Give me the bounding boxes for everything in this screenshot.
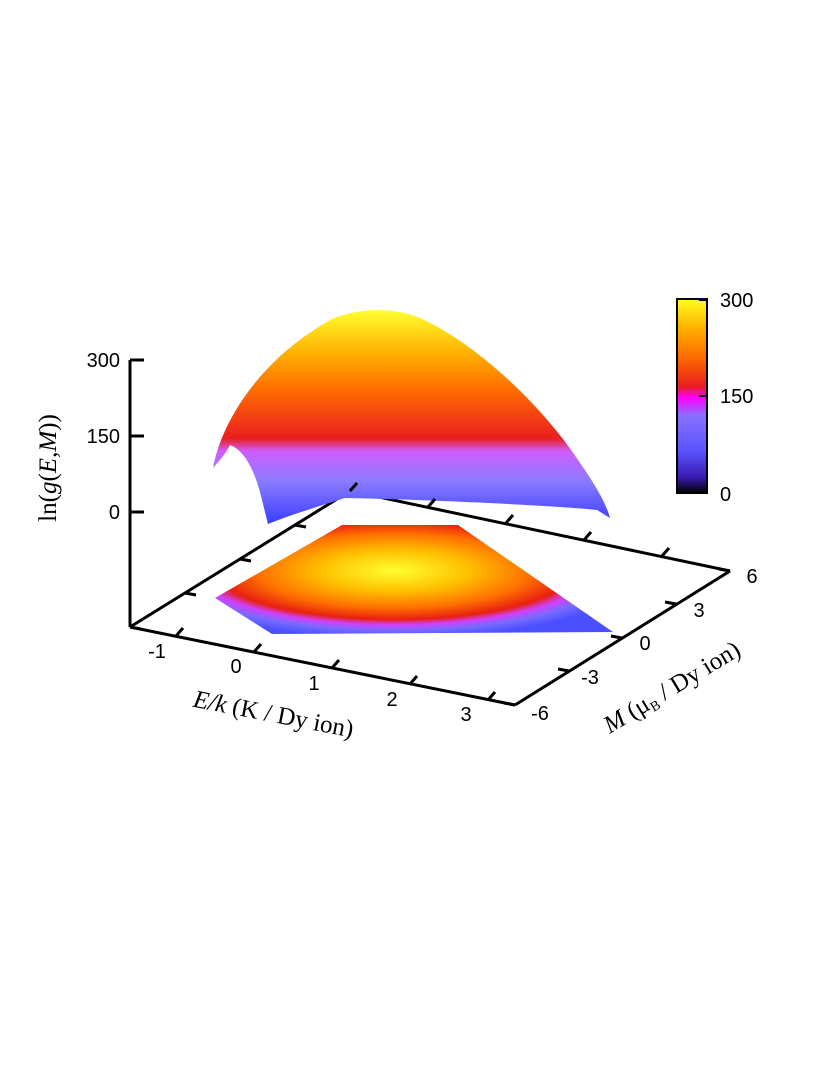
colorbar-tick-label: 150 (720, 386, 753, 408)
y-tick (557, 667, 570, 673)
y-plane-tick (184, 591, 197, 597)
x-tick-label: 3 (460, 704, 471, 726)
y-plane-ticks (129, 523, 307, 631)
x-tick (174, 627, 185, 637)
y-plane-tick (129, 625, 142, 631)
y-plane-tick (239, 557, 252, 563)
z-title-prefix: ln( (35, 494, 62, 522)
x-plane-tick (504, 514, 515, 524)
z-axis-title: ln(g(E,M)) (35, 414, 62, 522)
y-axis-line (514, 569, 731, 707)
x-tick-label: 2 (386, 689, 397, 711)
surface-mesh (213, 310, 610, 524)
x-plane-tick (348, 482, 359, 492)
y-tick-label: 0 (639, 633, 650, 655)
z-title-comma: , (35, 452, 62, 458)
y-tick-label: -6 (531, 703, 549, 725)
x-tick-label: 1 (308, 673, 319, 695)
x-tick (408, 675, 419, 685)
x-plane-tick (426, 498, 437, 508)
y-tick-label: -3 (581, 667, 599, 689)
projection-heatmap (215, 525, 613, 634)
colorbar-tick-label: 300 (720, 290, 753, 312)
y-tick (503, 701, 516, 707)
x-axis-line (129, 625, 516, 707)
x-plane-tick (582, 531, 593, 541)
y-axis-title: M (μB / Dy ion) (598, 636, 746, 741)
y-title-rest: / Dy ion) (649, 636, 746, 709)
z-title-suffix: )) (35, 414, 62, 431)
x-tick-label: 0 (230, 656, 241, 678)
x-tick (252, 643, 263, 653)
y-axis-ticks (503, 567, 731, 707)
x-tick (486, 691, 497, 701)
x-axis-minor-ticks (348, 482, 671, 557)
x-title-rest: (K / Dy ion) (224, 692, 356, 743)
z-axis-ticks (130, 358, 144, 514)
x-axis-title: E/k (K / Dy ion) (190, 686, 356, 744)
z-tick-label: 300 (87, 350, 120, 372)
colorbar-tick-label: 0 (720, 484, 731, 506)
y-plane-tick (294, 523, 307, 529)
x-tick (330, 659, 341, 669)
z-tick-label: 150 (87, 426, 120, 448)
z-title-M: M (35, 430, 62, 453)
y-tick (718, 567, 731, 573)
z-tick-label: 0 (109, 502, 120, 524)
x-axis-ticks (174, 627, 497, 701)
y-tick (664, 600, 677, 606)
z-title-g: g (35, 482, 62, 495)
z-title-open: ( (35, 473, 62, 481)
y-tick-label: 3 (693, 600, 704, 622)
x-plane-tick (660, 547, 671, 557)
back-edge-right (349, 489, 731, 573)
x-title-var: E/k (190, 686, 230, 719)
y-tick (610, 634, 623, 640)
x-tick-label: -1 (148, 641, 166, 663)
y-tick-label: 6 (746, 566, 757, 588)
colorbar-ticks (699, 299, 707, 493)
colorbar: 300 150 0 (676, 290, 753, 506)
z-title-E: E (35, 458, 62, 474)
